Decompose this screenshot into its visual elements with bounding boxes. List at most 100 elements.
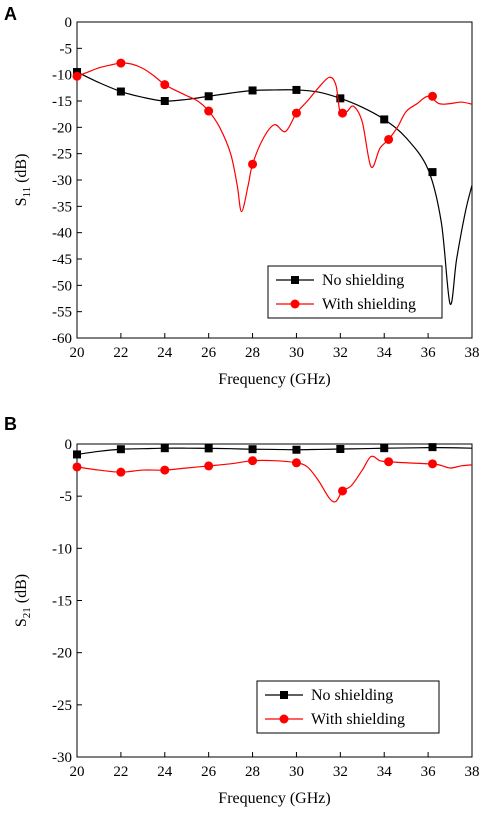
panel-a-xtick-label: 26 (201, 345, 217, 361)
panel-a-series-with-shielding-point (204, 106, 214, 116)
panel-b-series-with-shielding-point (116, 467, 126, 477)
panel-a-series-with-shielding-point (160, 80, 170, 90)
panel-b-label: B (4, 414, 17, 434)
panel-a-legend-no-shielding-swatch-marker (291, 276, 299, 284)
panel-b-series-no-shielding-point (292, 445, 301, 454)
panel-b-ytick-label: -5 (60, 489, 73, 505)
panel-a-series-no-shielding-point (204, 92, 213, 101)
panel-a-xtick-label: 38 (465, 345, 480, 361)
panel-b-legend-box (256, 680, 440, 734)
panel-a-ytick-label: -10 (52, 68, 72, 84)
panel-b-legend: No shielding With shielding (256, 680, 440, 734)
panel-a-ytick-label: -45 (52, 252, 72, 268)
panel-a-series-no-shielding-point (428, 168, 437, 177)
panel-a-series-with-shielding-point (248, 159, 258, 169)
panel-a-series-with-shielding-point (428, 91, 437, 101)
panel-a-series-no-shielding-line (77, 71, 472, 305)
panel-a-ytick-label: -40 (52, 226, 72, 242)
panel-b-series-no-shielding-point (204, 444, 213, 453)
panel-a-legend-no-shielding-text: No shielding (322, 272, 404, 289)
panel-b-ytick-label: -25 (52, 698, 72, 714)
panel-a-xlabel: Frequency (GHz) (218, 371, 330, 388)
panel-b-legend-no-shielding-swatch-marker (280, 691, 288, 699)
panel-b-xtick-label: 32 (333, 764, 348, 780)
panel-a-xtick-label: 36 (421, 345, 437, 361)
panel-a-ytick-label: -30 (52, 173, 72, 189)
panel-a-xtick-label: 30 (289, 345, 304, 361)
panel-b-series-no-shielding-point (428, 443, 437, 452)
panel-b-ytick-label: 0 (65, 437, 73, 453)
panel-b-series-with-shielding-point (291, 458, 301, 468)
panel-b-series-with-shielding-line (77, 455, 472, 503)
panel-b-xtick-label: 28 (245, 764, 260, 780)
panel-b-xlabel: Frequency (GHz) (218, 790, 330, 807)
panel-b-xtick-label: 36 (421, 764, 437, 780)
panel-a-series-with-shielding-point (338, 108, 348, 118)
panel-b-series-with-shielding-point (428, 459, 437, 469)
panel-a-series-no-shielding-point (160, 97, 169, 105)
panel-b-series-no-shielding-point (380, 444, 389, 453)
panel-b-legend-no-shielding-text: No shielding (311, 687, 393, 704)
panel-a-ytick-label: -35 (52, 199, 72, 215)
panel-b-xtick-label: 26 (201, 764, 217, 780)
panel-b-series-with-shielding-point (384, 457, 394, 467)
panel-a-xtick-label: 34 (377, 345, 393, 361)
panel-a-xtick-label: 28 (245, 345, 260, 361)
panel-a-series-no-shielding-point (248, 86, 257, 95)
panel-a-ytick-label: -20 (52, 120, 72, 136)
panel-a-ytick-label: -25 (52, 147, 72, 163)
panel-a-series-with-shielding-line (77, 62, 472, 213)
panel-a-legend-with-shielding-swatch-marker (290, 299, 300, 309)
panel-b-series-no-shielding-point (73, 450, 81, 459)
panel-b-series-with-shielding-point (338, 486, 348, 496)
panel-a-series-with-shielding-point (291, 108, 301, 118)
panel-b-xtick-label: 34 (377, 764, 393, 780)
panel-b-series-with-shielding-point (204, 461, 214, 471)
panel-b-ytick-label: -15 (52, 594, 72, 610)
panel-a-ytick-label: -15 (52, 94, 72, 110)
panel-a-legend-with-shielding-text: With shielding (322, 296, 416, 313)
panel-a-series-with-shielding-point (116, 58, 126, 68)
panel-a-legend-box (267, 265, 443, 319)
panel-a-xtick-label: 32 (333, 345, 348, 361)
panel-b-ytick-label: -30 (52, 750, 72, 766)
panel-b-series-no-shielding-point (116, 445, 125, 454)
panel-a-label: A (4, 4, 17, 24)
panel-a-xtick-label: 22 (113, 345, 128, 361)
panel-b-xtick-label: 24 (157, 764, 173, 780)
panel-a-ytick-label: -5 (60, 41, 73, 57)
panel-b-ylabel: S21 (dB) (13, 574, 33, 627)
panel-a-ytick-label: -50 (52, 278, 72, 294)
panel-b-xtick-label: 22 (113, 764, 128, 780)
panel-b-ytick-label: -20 (52, 646, 72, 662)
panel-b-xtick-label: 20 (70, 764, 85, 780)
panel-b-legend-with-shielding-text: With shielding (311, 711, 405, 728)
panel-b-series-with-shielding-point (248, 456, 258, 466)
panel-a-xtick-label: 20 (70, 345, 85, 361)
panel-b-series-no-shielding-point (248, 445, 257, 454)
panel-b-series-no-shielding-point (160, 444, 169, 453)
panel-a-ytick-label: 0 (65, 15, 73, 31)
panel-b-series-with-shielding-point (160, 465, 170, 475)
panel-a-series-no-shielding-point (380, 115, 389, 124)
panel-b-ytick-label: -10 (52, 541, 72, 557)
panel-b-legend-with-shielding-swatch-marker (279, 714, 289, 724)
panel-b-xtick-label: 30 (289, 764, 304, 780)
panel-a-legend: No shielding With shielding (267, 265, 443, 319)
panel-a-series-with-shielding-point (72, 71, 82, 81)
panel-b-xtick-label: 38 (465, 764, 480, 780)
panel-a-series-with-shielding-point (384, 134, 394, 144)
panel-b-series-with-shielding-point (72, 462, 82, 472)
panel-b-series-no-shielding-line (77, 447, 472, 456)
panel-a-ylabel: S11 (dB) (13, 154, 33, 207)
panel-a-series-no-shielding-point (336, 94, 345, 103)
panel-a-xtick-label: 24 (157, 345, 173, 361)
panel-a-series-no-shielding-point (116, 87, 125, 96)
panel-a-ytick-label: -60 (52, 331, 72, 347)
panel-b-series-no-shielding-point (336, 445, 345, 454)
panel-a-ytick-label: -55 (52, 305, 72, 321)
panel-a-series-no-shielding-point (292, 85, 301, 94)
